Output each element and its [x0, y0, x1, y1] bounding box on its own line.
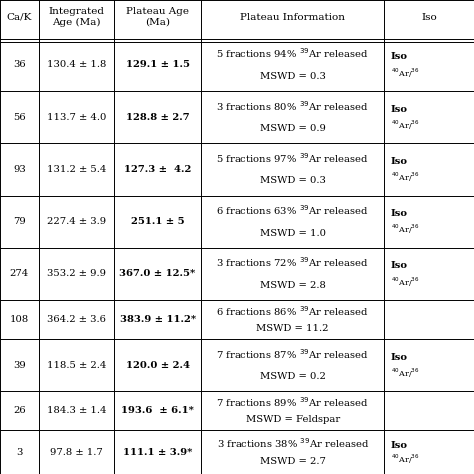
- Text: 127.3 ±  4.2: 127.3 ± 4.2: [124, 165, 191, 174]
- Text: 5 fractions 97% $^{39}$Ar released: 5 fractions 97% $^{39}$Ar released: [217, 151, 369, 165]
- Text: 3 fractions 38% $^{39}$Ar released: 3 fractions 38% $^{39}$Ar released: [217, 436, 369, 449]
- Text: 56: 56: [13, 113, 26, 122]
- Text: Iso: Iso: [421, 13, 437, 21]
- Text: 367.0 ± 12.5*: 367.0 ± 12.5*: [119, 269, 196, 278]
- Text: 26: 26: [13, 406, 26, 415]
- Text: 120.0 ± 2.4: 120.0 ± 2.4: [126, 361, 190, 370]
- Text: 111.1 ± 3.9*: 111.1 ± 3.9*: [123, 448, 192, 457]
- Text: 7 fractions 89% $^{39}$Ar released: 7 fractions 89% $^{39}$Ar released: [217, 395, 369, 409]
- Text: 6 fractions 86% $^{39}$Ar released: 6 fractions 86% $^{39}$Ar released: [217, 304, 369, 318]
- Text: $^{40}$Ar/$^{36}$: $^{40}$Ar/$^{36}$: [391, 66, 419, 80]
- Text: 251.1 ± 5: 251.1 ± 5: [131, 217, 184, 226]
- Text: 113.7 ± 4.0: 113.7 ± 4.0: [46, 113, 106, 122]
- Text: 274: 274: [10, 269, 29, 278]
- Text: Ca/K: Ca/K: [7, 13, 32, 21]
- Text: Iso: Iso: [391, 441, 408, 450]
- Text: Iso: Iso: [391, 105, 408, 114]
- Text: 7 fractions 87% $^{39}$Ar released: 7 fractions 87% $^{39}$Ar released: [217, 347, 369, 361]
- Text: $^{40}$Ar/$^{36}$: $^{40}$Ar/$^{36}$: [391, 171, 419, 184]
- Text: 129.1 ± 1.5: 129.1 ± 1.5: [126, 61, 190, 70]
- Text: $^{40}$Ar/$^{36}$: $^{40}$Ar/$^{36}$: [391, 366, 419, 380]
- Text: $^{40}$Ar/$^{36}$: $^{40}$Ar/$^{36}$: [391, 118, 419, 132]
- Text: $^{40}$Ar/$^{36}$: $^{40}$Ar/$^{36}$: [391, 275, 419, 289]
- Text: 193.6  ± 6.1*: 193.6 ± 6.1*: [121, 406, 194, 415]
- Text: $^{40}$Ar/$^{36}$: $^{40}$Ar/$^{36}$: [391, 452, 419, 465]
- Text: Iso: Iso: [391, 53, 408, 62]
- Text: MSWD = 0.2: MSWD = 0.2: [260, 372, 326, 381]
- Text: Integrated
Age (Ma): Integrated Age (Ma): [48, 7, 104, 27]
- Text: 6 fractions 63% $^{39}$Ar released: 6 fractions 63% $^{39}$Ar released: [217, 203, 369, 217]
- Text: MSWD = 11.2: MSWD = 11.2: [256, 324, 329, 333]
- Text: 184.3 ± 1.4: 184.3 ± 1.4: [46, 406, 106, 415]
- Text: MSWD = 0.9: MSWD = 0.9: [260, 124, 326, 133]
- Text: 108: 108: [10, 315, 29, 324]
- Text: 130.4 ± 1.8: 130.4 ± 1.8: [46, 61, 106, 70]
- Text: 39: 39: [13, 361, 26, 370]
- Text: MSWD = 0.3: MSWD = 0.3: [260, 176, 326, 185]
- Text: 353.2 ± 9.9: 353.2 ± 9.9: [47, 269, 106, 278]
- Text: MSWD = 2.7: MSWD = 2.7: [260, 457, 326, 466]
- Text: 93: 93: [13, 165, 26, 174]
- Text: 79: 79: [13, 217, 26, 226]
- Text: 3: 3: [16, 448, 23, 457]
- Text: 128.8 ± 2.7: 128.8 ± 2.7: [126, 113, 190, 122]
- Text: MSWD = 0.3: MSWD = 0.3: [260, 72, 326, 81]
- Text: 131.2 ± 5.4: 131.2 ± 5.4: [46, 165, 106, 174]
- Text: Iso: Iso: [391, 157, 408, 166]
- Text: 383.9 ± 11.2*: 383.9 ± 11.2*: [119, 315, 196, 324]
- Text: 364.2 ± 3.6: 364.2 ± 3.6: [47, 315, 106, 324]
- Text: 5 fractions 94% $^{39}$Ar released: 5 fractions 94% $^{39}$Ar released: [217, 46, 369, 60]
- Text: Plateau Information: Plateau Information: [240, 13, 345, 21]
- Text: Iso: Iso: [391, 261, 408, 270]
- Text: MSWD = 1.0: MSWD = 1.0: [260, 228, 326, 237]
- Text: Iso: Iso: [391, 353, 408, 362]
- Text: $^{40}$Ar/$^{36}$: $^{40}$Ar/$^{36}$: [391, 223, 419, 237]
- Text: 118.5 ± 2.4: 118.5 ± 2.4: [46, 361, 106, 370]
- Text: MSWD = Feldspar: MSWD = Feldspar: [246, 415, 340, 424]
- Text: 3 fractions 80% $^{39}$Ar released: 3 fractions 80% $^{39}$Ar released: [217, 99, 369, 113]
- Text: Plateau Age
(Ma): Plateau Age (Ma): [126, 8, 189, 27]
- Text: MSWD = 2.8: MSWD = 2.8: [260, 281, 326, 290]
- Text: 36: 36: [13, 61, 26, 70]
- Text: 97.8 ± 1.7: 97.8 ± 1.7: [50, 448, 103, 457]
- Text: 3 fractions 72% $^{39}$Ar released: 3 fractions 72% $^{39}$Ar released: [217, 255, 369, 269]
- Text: 227.4 ± 3.9: 227.4 ± 3.9: [47, 217, 106, 226]
- Text: Iso: Iso: [391, 209, 408, 218]
